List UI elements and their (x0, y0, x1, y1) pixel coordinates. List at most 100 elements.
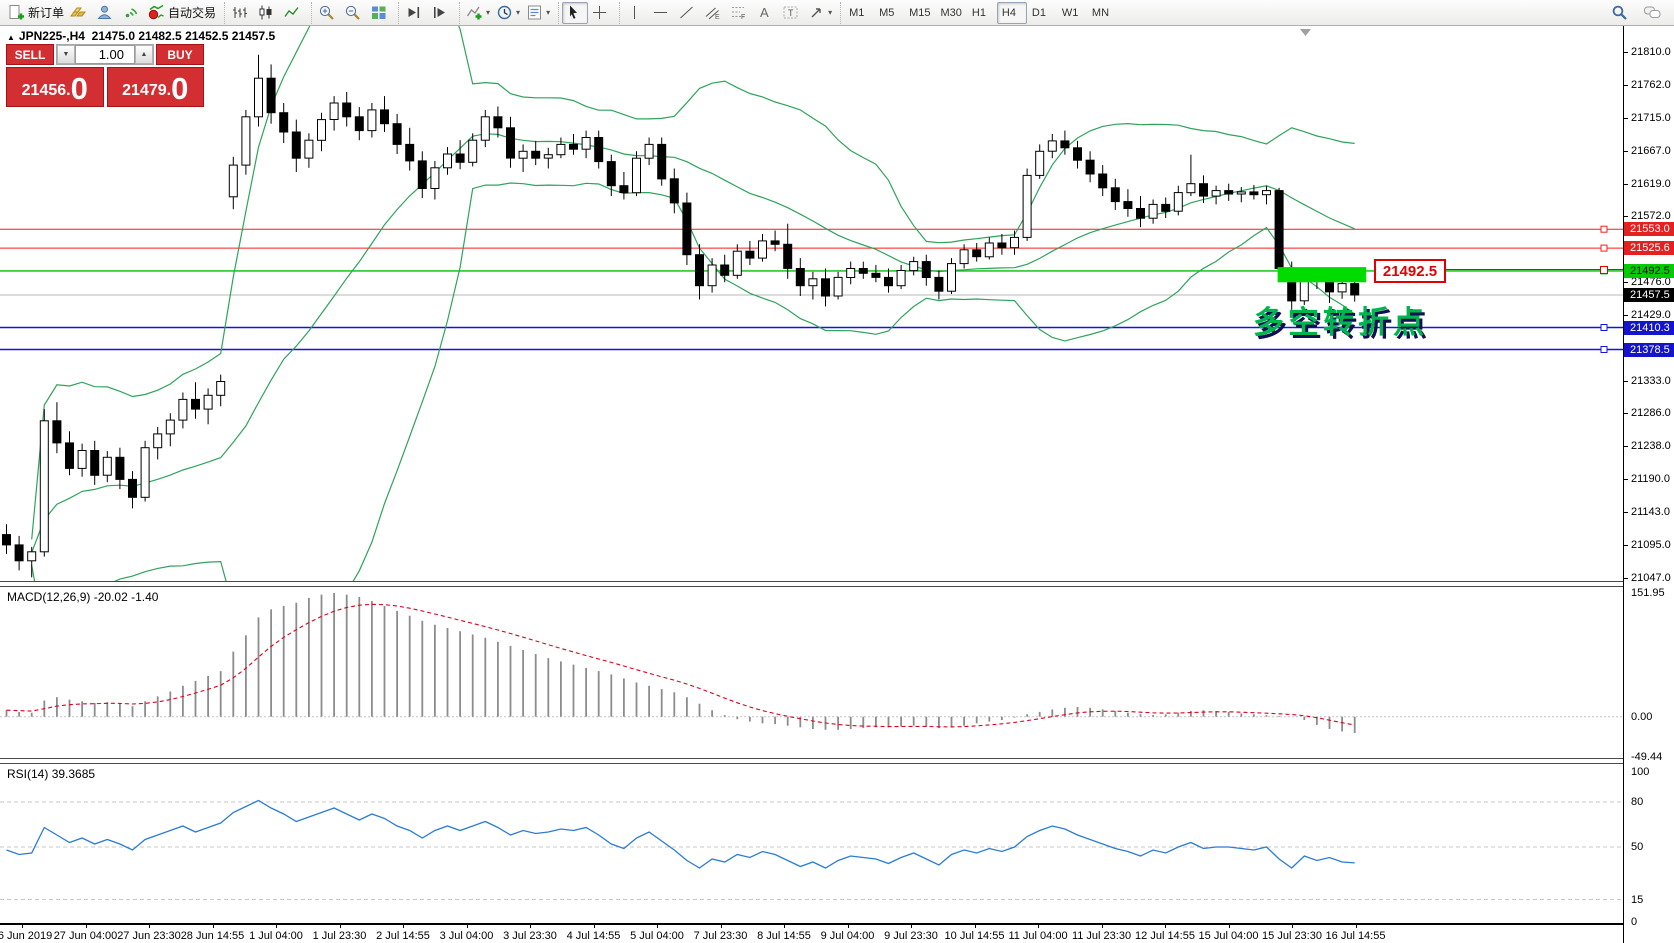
timeframe-button-H1[interactable]: H1 (971, 6, 986, 19)
macd-axis-label: -49.44 (1631, 751, 1663, 763)
new-order-label: 新订单 (28, 6, 65, 20)
timeframe-button-H4[interactable]: H4 (996, 1, 1027, 24)
price-axis-tick: 21572.0 (1624, 210, 1671, 223)
chart-text-annotation[interactable]: 多空转折点 (1253, 305, 1428, 340)
timeframe-button-M30[interactable]: M30 (940, 6, 962, 19)
svg-text:T: T (788, 8, 794, 18)
timeframe-button-M15[interactable]: M15 (909, 6, 931, 19)
rsi-pane[interactable] (0, 764, 1623, 923)
cursor-button[interactable] (562, 1, 589, 24)
price-axis-tick: 21667.0 (1624, 144, 1671, 157)
timeframe-button-M1[interactable]: M1 (849, 6, 865, 19)
community-button[interactable] (93, 2, 119, 24)
tile-windows-button[interactable] (367, 2, 393, 24)
chat-button[interactable] (1640, 2, 1666, 24)
dropdown-caret-icon: ▾ (486, 8, 491, 17)
templates-button[interactable]: ▾ (523, 2, 553, 24)
symbol-marker-icon: ▲ (7, 33, 15, 42)
chart-shift-button[interactable] (428, 2, 454, 24)
indicators-add-icon (466, 6, 482, 20)
search-icon (1612, 5, 1627, 20)
time-axis-label: 28 Jun 14:55 (180, 930, 245, 942)
rsi-axis-label: 50 (1631, 841, 1644, 853)
text-label-button[interactable]: T (779, 2, 805, 24)
callout-handle[interactable] (1600, 266, 1608, 274)
candlestick-chart-button[interactable] (254, 2, 280, 24)
line-chart-button[interactable] (280, 2, 306, 24)
volume-down-icon: ▼ (62, 51, 70, 58)
time-axis-tick (466, 925, 468, 928)
market-watch-button[interactable] (67, 2, 93, 24)
volume-decrease-button[interactable]: ▼ (57, 45, 75, 64)
time-axis-tick (212, 925, 214, 928)
price-axis-tick: 21333.0 (1624, 374, 1671, 387)
candlestick-chart-icon (259, 5, 272, 20)
crosshair-button[interactable] (588, 2, 614, 24)
price-axis-column[interactable]: 21810.0 21762.0 21715.0 21667.0 21619.0 21572… (1623, 26, 1674, 943)
periods-button[interactable]: ▾ (493, 2, 523, 24)
price-level-badge: 21525.6 (1624, 241, 1674, 256)
time-axis-tick (657, 925, 658, 928)
bar-chart-button[interactable] (228, 2, 254, 24)
svg-text:A: A (760, 5, 769, 20)
horizontal-line-button[interactable] (649, 2, 675, 24)
price-chart-pane[interactable] (0, 26, 1623, 583)
equidistant-channel-button[interactable]: E (701, 2, 727, 24)
chart-window: 21810.0 21762.0 21715.0 21667.0 21619.0 21572… (0, 25, 1674, 943)
zoom-out-icon (345, 5, 360, 20)
volume-input[interactable]: 1.00 (75, 45, 135, 64)
search-button[interactable] (1608, 2, 1634, 24)
volume-increase-button[interactable]: ▲ (135, 45, 153, 64)
time-axis-label: 1 Jul 04:00 (249, 930, 303, 942)
pane-separator[interactable] (0, 758, 1623, 764)
timeframe-button-MN[interactable]: MN (1091, 6, 1110, 19)
time-axis-tick (1292, 925, 1293, 928)
time-axis-tick (1165, 925, 1166, 928)
auto-scroll-button[interactable] (402, 2, 428, 24)
sell-button[interactable]: SELL (6, 44, 54, 65)
pane-separator[interactable] (0, 581, 1623, 587)
zoom-in-button[interactable] (315, 2, 341, 24)
time-axis-tick (530, 925, 531, 928)
timeframe-button-D1[interactable]: D1 (1031, 6, 1046, 19)
dropdown-caret-icon: ▾ (828, 8, 833, 17)
time-axis-label: 15 Jul 23:30 (1262, 930, 1322, 942)
tile-windows-icon (372, 6, 386, 19)
buy-price-value: 21479 (122, 82, 167, 99)
rsi-axis-label: 100 (1631, 766, 1650, 778)
buy-price-button[interactable]: 21479. 0 (106, 67, 204, 107)
signal-icon (125, 8, 138, 18)
arrows-button[interactable]: ▾ (805, 2, 835, 24)
autotrading-icon (148, 4, 164, 20)
bar-chart-icon (233, 7, 248, 18)
sell-price-button[interactable]: 21456. 0 (6, 67, 104, 107)
timeframe-button-W1[interactable]: W1 (1061, 6, 1079, 19)
sell-price-value: 21456 (21, 82, 67, 99)
signals-button[interactable] (119, 2, 145, 24)
time-axis-label: 12 Jul 14:55 (1135, 930, 1195, 942)
toolbar-group-chart-type (224, 1, 309, 24)
text-button[interactable]: A (753, 2, 779, 24)
trendline-button[interactable] (675, 2, 701, 24)
price-axis-tick: 21810.0 (1624, 46, 1671, 58)
text-a-icon: A (760, 5, 769, 20)
time-axis-label: 4 Jul 14:55 (566, 930, 621, 942)
vertical-line-button[interactable] (623, 2, 649, 24)
new-order-button[interactable]: 新订单 (5, 2, 67, 24)
fibonacci-button[interactable]: F (727, 2, 753, 24)
macd-indicator-label: MACD(12,26,9) -20.02 -1.40 (7, 590, 159, 604)
price-callout-label[interactable]: 21492.5 (1374, 259, 1446, 283)
zoom-out-button[interactable] (341, 2, 367, 24)
rsi-axis-label: 80 (1631, 796, 1644, 808)
channel-icon: E (705, 7, 720, 21)
time-axis-label: 11 Jul 23:30 (1071, 930, 1132, 942)
clock-icon (497, 5, 512, 20)
autotrading-button[interactable]: 自动交易 (145, 2, 219, 24)
indicators-button[interactable]: ▾ (463, 2, 493, 24)
time-axis-tick (85, 925, 87, 928)
toolbar-group-insert: ▾ ▾ ▾ (459, 1, 556, 24)
buy-button[interactable]: BUY (156, 44, 204, 65)
timeframe-button-M5[interactable]: M5 (879, 6, 895, 19)
macd-pane[interactable] (0, 587, 1623, 759)
